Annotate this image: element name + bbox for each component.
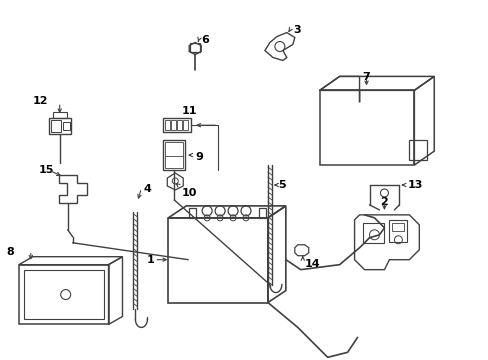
Bar — [362, 223, 384, 243]
Text: 12: 12 — [33, 96, 48, 106]
Bar — [165, 142, 183, 168]
Text: 13: 13 — [407, 180, 422, 190]
Text: 6: 6 — [201, 35, 208, 45]
Bar — [163, 140, 185, 170]
Bar — [165, 120, 170, 130]
Text: 11: 11 — [181, 106, 196, 116]
Text: 2: 2 — [380, 197, 387, 207]
Bar — [168, 218, 267, 302]
Bar — [189, 208, 196, 218]
Bar — [177, 120, 182, 130]
Bar — [49, 118, 71, 134]
Text: 7: 7 — [362, 72, 369, 82]
Bar — [259, 208, 265, 218]
Bar — [319, 90, 413, 165]
Text: 5: 5 — [277, 180, 285, 190]
Text: 15: 15 — [39, 165, 54, 175]
Bar — [388, 220, 407, 242]
Bar — [171, 120, 176, 130]
Bar — [51, 120, 61, 132]
Text: 10: 10 — [181, 188, 196, 198]
Text: 4: 4 — [143, 184, 151, 194]
Bar — [408, 140, 427, 160]
Bar — [24, 270, 103, 319]
Bar — [62, 122, 69, 130]
Bar — [183, 120, 188, 130]
Bar — [19, 265, 108, 324]
Bar — [163, 118, 191, 132]
Text: 3: 3 — [292, 24, 300, 35]
Bar — [190, 42, 200, 53]
Text: 8: 8 — [6, 247, 14, 257]
Text: 9: 9 — [195, 152, 203, 162]
Text: 1: 1 — [146, 255, 154, 265]
Bar — [53, 112, 66, 118]
Bar — [392, 223, 404, 231]
Text: 14: 14 — [304, 259, 320, 269]
